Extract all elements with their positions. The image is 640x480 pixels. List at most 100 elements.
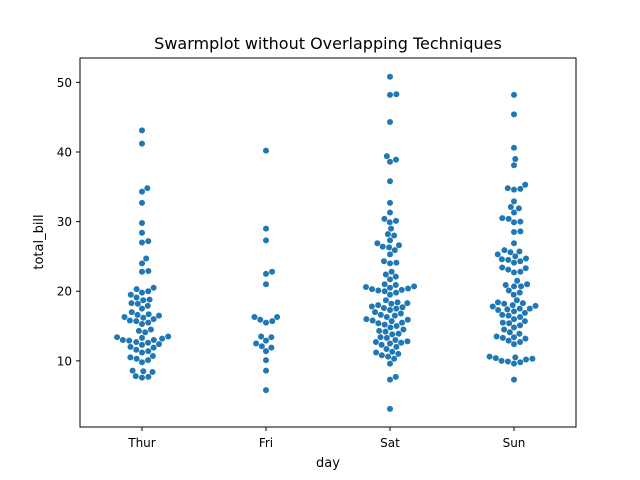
point-thur [145, 238, 152, 245]
point-fri [258, 343, 265, 350]
point-thur [135, 327, 142, 334]
point-sat [368, 303, 375, 310]
point-sat [386, 244, 393, 251]
x-tick-label-sat: Sat [380, 436, 400, 450]
y-axis-label: total_bill [32, 214, 47, 269]
point-sun [506, 320, 513, 327]
point-thur [139, 334, 145, 341]
point-thur [143, 255, 150, 262]
point-sat [392, 373, 399, 380]
y-tick-label: 40 [57, 145, 72, 159]
point-sat [396, 242, 402, 249]
point-sun [511, 144, 517, 151]
x-tick-label-fri: Fri [259, 436, 273, 450]
point-sat [381, 288, 388, 295]
point-sat [391, 247, 398, 254]
point-thur [139, 320, 145, 327]
point-fri [269, 268, 276, 275]
point-thur [133, 294, 140, 301]
point-thur [126, 337, 133, 344]
point-sun [511, 229, 517, 236]
point-sun [505, 337, 512, 344]
x-axis-label: day [316, 456, 340, 471]
point-sat [387, 307, 393, 314]
point-sun [511, 209, 517, 216]
point-thur [159, 335, 166, 342]
point-sat [372, 309, 379, 316]
point-sun [499, 311, 506, 318]
point-sat [382, 271, 389, 278]
point-sat [382, 328, 389, 335]
point-thur [139, 359, 145, 366]
point-sun [511, 376, 517, 383]
point-sun [499, 215, 506, 222]
point-sun [505, 266, 512, 273]
point-thur [133, 339, 140, 346]
point-sat [393, 343, 400, 350]
point-thur [133, 355, 140, 362]
point-sun [521, 309, 528, 316]
point-fri [258, 333, 265, 340]
point-sat [391, 355, 398, 362]
point-thur [119, 336, 126, 343]
point-sat [378, 352, 385, 359]
point-sun [512, 155, 519, 162]
point-fri [263, 357, 269, 364]
point-sun [511, 91, 517, 98]
point-fri [257, 316, 264, 323]
point-sat [395, 330, 402, 337]
point-sun [516, 248, 523, 255]
point-sat [393, 217, 399, 224]
point-sat [387, 251, 393, 258]
point-sat [388, 300, 395, 307]
point-sat [389, 348, 396, 355]
point-sun [511, 360, 517, 367]
point-sat [363, 316, 370, 323]
point-sun [489, 303, 496, 310]
point-sun [511, 259, 517, 266]
point-sat [393, 91, 400, 98]
point-sat [393, 323, 400, 330]
point-sat [393, 156, 400, 163]
point-thur [127, 291, 134, 298]
point-fri [263, 270, 269, 277]
y-tick-label: 20 [57, 285, 72, 299]
point-sat [392, 273, 399, 280]
points-layer [114, 73, 539, 412]
point-thur [127, 354, 134, 361]
point-thur [128, 300, 135, 307]
point-fri [263, 225, 269, 232]
point-sun [492, 355, 499, 362]
point-sat [387, 405, 393, 412]
y-tick-label: 30 [57, 215, 72, 229]
y-tick-label: 50 [57, 76, 72, 90]
point-sat [397, 310, 404, 317]
point-sun [513, 297, 520, 304]
point-sat [387, 276, 393, 283]
point-sat [386, 219, 393, 226]
point-sat [381, 215, 388, 222]
point-thur [121, 314, 128, 320]
point-sun [522, 181, 529, 188]
point-sun [505, 256, 512, 263]
point-sun [495, 307, 502, 314]
point-sun [512, 253, 519, 260]
point-sat [400, 326, 407, 333]
point-sat [388, 225, 395, 232]
y-axis: 10 20 30 40 50 [57, 76, 80, 368]
point-sun [499, 264, 506, 271]
point-sun [517, 258, 524, 265]
point-fri [269, 318, 276, 325]
point-sat [380, 304, 387, 311]
point-sat [393, 289, 400, 296]
point-sat [382, 297, 389, 304]
point-sat [376, 327, 383, 334]
point-thur [149, 369, 156, 375]
point-thur [139, 229, 145, 236]
point-thur [127, 343, 134, 350]
point-sat [383, 153, 390, 160]
point-thur [146, 296, 153, 303]
point-fri [274, 314, 281, 320]
point-sun [511, 283, 517, 290]
